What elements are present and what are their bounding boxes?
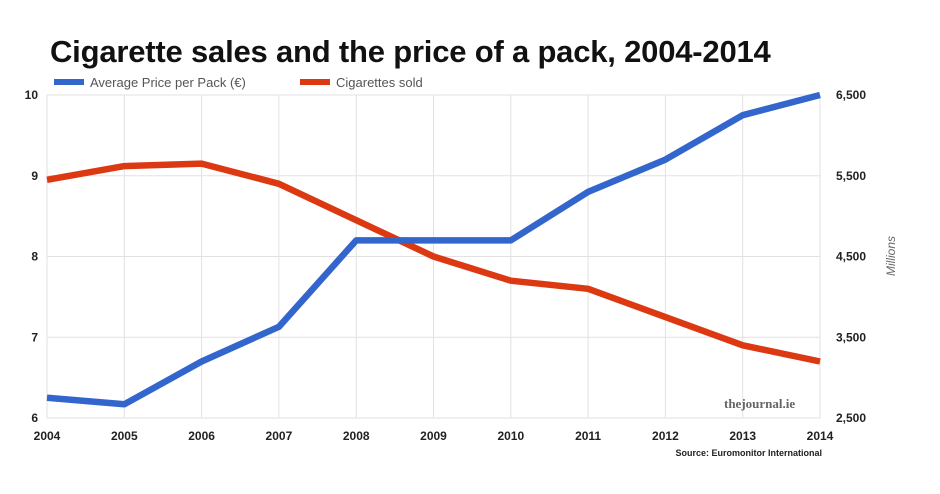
axis-labels: 6 2,500 7 3,500 8 4,500 9 5,500 10 6,500 2004 2005 2… (25, 88, 898, 443)
x-tick-label: 2005 (111, 429, 138, 443)
x-tick-label: 2010 (497, 429, 524, 443)
x-tick-label: 2004 (34, 429, 61, 443)
y-right-tick-label: 2,500 (836, 411, 866, 425)
y-right-tick-label: 6,500 (836, 88, 866, 102)
x-tick-label: 2013 (729, 429, 756, 443)
chart-title: Cigarette sales and the price of a pack,… (50, 34, 771, 69)
y-left-tick-label: 7 (31, 330, 38, 344)
legend-entry: Cigarettes sold (336, 75, 423, 90)
y-left-tick-label: 9 (31, 169, 38, 183)
y-left-tick-label: 6 (31, 411, 38, 425)
y-right-tick-label: 5,500 (836, 169, 866, 183)
series-lines (46, 91, 821, 408)
legend: Average Price per Pack (€) Cigarettes sol… (54, 75, 423, 90)
y-left-tick-label: 8 (31, 250, 38, 264)
x-tick-label: 2006 (188, 429, 215, 443)
watermark: thejournal.ie (724, 396, 795, 411)
y-right-tick-label: 3,500 (836, 330, 866, 344)
x-tick-label: 2008 (343, 429, 370, 443)
y-left-tick-label: 10 (25, 88, 39, 102)
source-note: Source: Euromonitor International (675, 448, 822, 458)
y-right-axis-title: Millions (884, 236, 898, 276)
y-right-tick-label: 4,500 (836, 250, 866, 264)
x-tick-label: 2007 (266, 429, 293, 443)
x-tick-label: 2012 (652, 429, 679, 443)
x-tick-label: 2009 (420, 429, 447, 443)
x-tick-label: 2011 (575, 429, 601, 443)
x-tick-label: 2014 (807, 429, 834, 443)
legend-entry: Average Price per Pack (€) (90, 75, 246, 90)
